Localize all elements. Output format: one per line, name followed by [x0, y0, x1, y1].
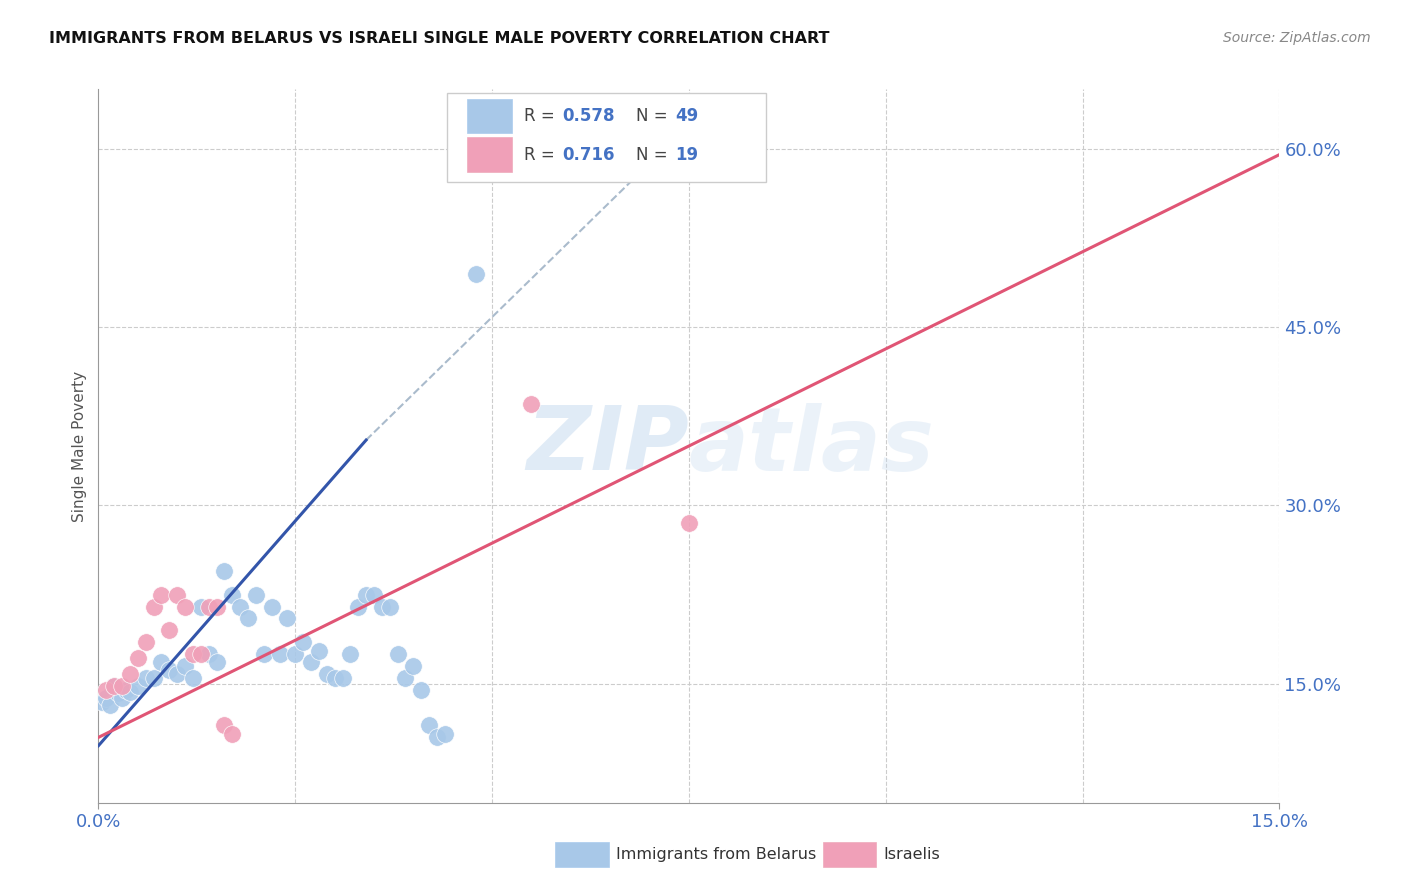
Point — [236, 611, 259, 625]
Point — [118, 667, 141, 681]
Point — [299, 656, 322, 670]
Text: 19: 19 — [675, 145, 697, 163]
Point — [205, 656, 228, 670]
Point — [339, 647, 361, 661]
Text: Source: ZipAtlas.com: Source: ZipAtlas.com — [1223, 31, 1371, 45]
Point — [276, 611, 298, 625]
Point — [214, 564, 236, 578]
Point — [433, 727, 456, 741]
Point — [91, 695, 114, 709]
Point — [111, 679, 134, 693]
Point — [354, 588, 377, 602]
Point — [174, 659, 197, 673]
Point — [142, 671, 165, 685]
Text: atlas: atlas — [689, 402, 935, 490]
Point — [315, 667, 337, 681]
Point — [166, 588, 188, 602]
Point — [135, 635, 157, 649]
Point — [197, 599, 219, 614]
Point — [245, 588, 267, 602]
Point — [190, 599, 212, 614]
Point — [157, 624, 180, 638]
Text: N =: N = — [636, 145, 672, 163]
Point — [98, 698, 121, 713]
Point — [111, 691, 134, 706]
Point — [166, 667, 188, 681]
Point — [465, 267, 488, 281]
Point — [253, 647, 276, 661]
Point — [221, 588, 243, 602]
FancyBboxPatch shape — [467, 99, 512, 133]
Point — [332, 671, 354, 685]
Point — [96, 691, 118, 706]
Point — [378, 599, 401, 614]
Point — [135, 671, 157, 685]
FancyBboxPatch shape — [467, 137, 512, 172]
Point — [371, 599, 394, 614]
Point — [96, 682, 118, 697]
Point — [394, 671, 416, 685]
Point — [118, 685, 141, 699]
Point — [387, 647, 409, 661]
Text: Israelis: Israelis — [883, 847, 939, 862]
Text: 0.578: 0.578 — [562, 107, 614, 125]
Point — [269, 647, 291, 661]
Point — [197, 647, 219, 661]
Point — [426, 731, 449, 745]
Point — [402, 659, 425, 673]
Point — [115, 682, 138, 697]
Point — [181, 647, 204, 661]
Point — [221, 727, 243, 741]
Point — [127, 650, 149, 665]
Point — [418, 718, 440, 732]
Text: ZIP: ZIP — [526, 402, 689, 490]
Point — [190, 647, 212, 661]
Point — [142, 599, 165, 614]
Point — [292, 635, 315, 649]
Point — [260, 599, 283, 614]
Text: IMMIGRANTS FROM BELARUS VS ISRAELI SINGLE MALE POVERTY CORRELATION CHART: IMMIGRANTS FROM BELARUS VS ISRAELI SINGL… — [49, 31, 830, 46]
Point — [678, 516, 700, 531]
Point — [174, 599, 197, 614]
Text: N =: N = — [636, 107, 672, 125]
Point — [205, 599, 228, 614]
Point — [411, 682, 433, 697]
Point — [323, 671, 346, 685]
Point — [127, 679, 149, 693]
Point — [150, 656, 173, 670]
Text: Immigrants from Belarus: Immigrants from Belarus — [616, 847, 815, 862]
Point — [229, 599, 252, 614]
Text: 0.716: 0.716 — [562, 145, 614, 163]
Point — [284, 647, 307, 661]
FancyBboxPatch shape — [447, 93, 766, 182]
Point — [103, 679, 125, 693]
Point — [363, 588, 385, 602]
Y-axis label: Single Male Poverty: Single Male Poverty — [72, 370, 87, 522]
Point — [107, 686, 129, 700]
Point — [150, 588, 173, 602]
Point — [103, 679, 125, 693]
Point — [214, 718, 236, 732]
Point — [308, 643, 330, 657]
Point — [347, 599, 370, 614]
Point — [181, 671, 204, 685]
Text: 49: 49 — [675, 107, 697, 125]
Text: R =: R = — [523, 107, 560, 125]
Point — [157, 663, 180, 677]
Text: R =: R = — [523, 145, 560, 163]
Point — [520, 397, 543, 411]
